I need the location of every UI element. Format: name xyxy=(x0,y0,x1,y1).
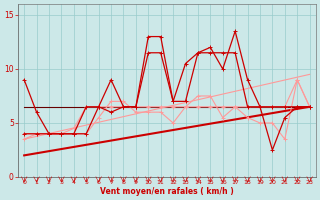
X-axis label: Vent moyen/en rafales ( km/h ): Vent moyen/en rafales ( km/h ) xyxy=(100,187,234,196)
